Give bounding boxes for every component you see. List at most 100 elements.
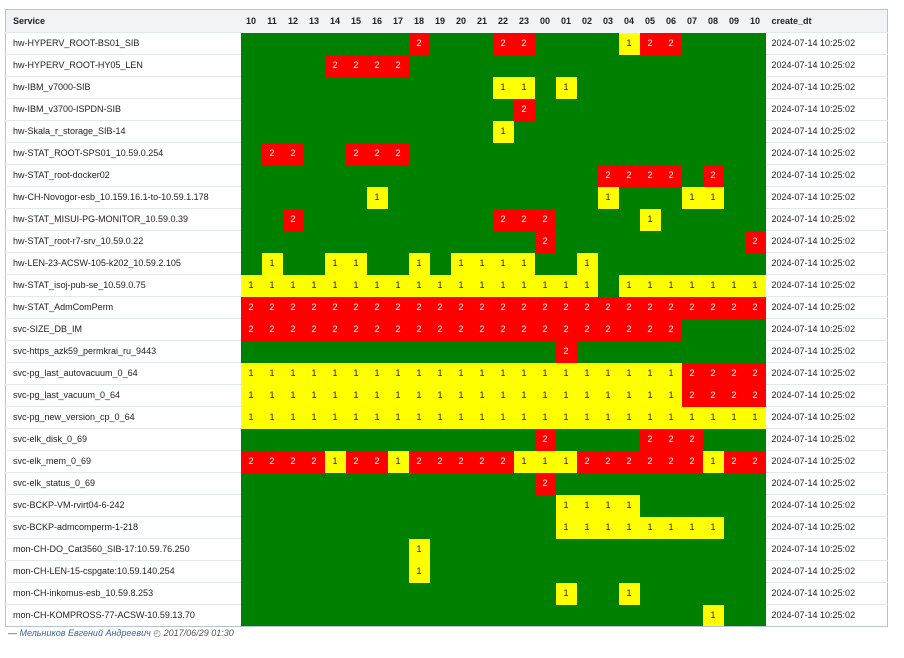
status-cell: 2: [366, 318, 388, 341]
hour-column-header[interactable]: 09: [723, 9, 745, 33]
status-cell: 0: [303, 230, 325, 253]
hour-column-header[interactable]: 21: [471, 9, 493, 33]
status-cell: 2: [450, 318, 472, 341]
status-cell: 1: [387, 274, 409, 297]
status-cell: 0: [303, 494, 325, 517]
status-cell: 0: [555, 54, 577, 77]
status-cell: 1: [681, 406, 703, 429]
status-cell: 1: [450, 362, 472, 385]
hour-column-header[interactable]: 16: [366, 9, 388, 33]
status-cell: 0: [261, 186, 283, 209]
status-cell: 0: [303, 98, 325, 121]
status-cell: 1: [345, 362, 367, 385]
author-link[interactable]: Мельников Евгений Андреевич: [19, 628, 151, 638]
hour-column-header[interactable]: 18: [408, 9, 430, 33]
hour-column-header[interactable]: 14: [324, 9, 346, 33]
status-cell: 0: [387, 516, 409, 539]
status-cell: 1: [366, 384, 388, 407]
status-cell: 0: [366, 208, 388, 231]
status-cell: 0: [555, 142, 577, 165]
hour-column-header[interactable]: 02: [576, 9, 598, 33]
status-cell: 0: [408, 164, 430, 187]
status-cell: 2: [345, 296, 367, 319]
status-cell: 0: [597, 208, 619, 231]
status-cell: 0: [261, 98, 283, 121]
status-cell: 0: [492, 472, 514, 495]
status-cell: 0: [450, 516, 472, 539]
hour-column-header[interactable]: 10: [240, 9, 262, 33]
hour-column-header[interactable]: 19: [429, 9, 451, 33]
status-cell: 1: [492, 406, 514, 429]
status-cell: 0: [450, 604, 472, 627]
status-cell: 0: [408, 340, 430, 363]
status-cell: 0: [303, 472, 325, 495]
status-cell: 0: [429, 186, 451, 209]
status-cell: 0: [387, 32, 409, 55]
status-cell: 0: [366, 230, 388, 253]
status-cell: 1: [240, 384, 262, 407]
hour-column-header[interactable]: 00: [534, 9, 556, 33]
create-dt-cell: 2024-07-14 10:25:02: [765, 98, 888, 121]
status-cell: 0: [387, 560, 409, 583]
hour-column-header[interactable]: 13: [303, 9, 325, 33]
status-cell: 2: [660, 296, 682, 319]
status-cell: 0: [303, 428, 325, 451]
status-cell: 0: [303, 142, 325, 165]
status-cell: 0: [492, 164, 514, 187]
table-row: hw-Skala_r_storage_SIB-14 0 0 0 0 0 0 0 0 0 0 0 0 1 0 0…: [5, 120, 888, 143]
hour-column-header[interactable]: 08: [702, 9, 724, 33]
status-cell: 0: [681, 318, 703, 341]
hour-column-header[interactable]: 06: [660, 9, 682, 33]
status-cell: 0: [744, 494, 766, 517]
hour-column-header[interactable]: 07: [681, 9, 703, 33]
status-cell: 0: [345, 98, 367, 121]
status-cell: 1: [240, 406, 262, 429]
status-cell: 0: [597, 274, 619, 297]
status-cell: 0: [240, 54, 262, 77]
status-cell: 0: [660, 560, 682, 583]
status-cell: 1: [534, 362, 556, 385]
status-cell: 2: [324, 296, 346, 319]
status-cell: 0: [660, 186, 682, 209]
status-cell: 0: [576, 582, 598, 605]
status-cell: 0: [639, 340, 661, 363]
create-dt-column-header[interactable]: create_dt: [765, 9, 888, 33]
status-cell: 0: [639, 142, 661, 165]
hour-column-header[interactable]: 01: [555, 9, 577, 33]
status-cell: 0: [660, 340, 682, 363]
status-cell: 0: [702, 252, 724, 275]
hour-column-header[interactable]: 22: [492, 9, 514, 33]
hour-column-header[interactable]: 15: [345, 9, 367, 33]
status-cell: 0: [261, 340, 283, 363]
status-cell: 0: [639, 494, 661, 517]
status-cell: 0: [555, 252, 577, 275]
hour-column-header[interactable]: 10: [744, 9, 766, 33]
hour-column-header[interactable]: 17: [387, 9, 409, 33]
hour-column-header[interactable]: 03: [597, 9, 619, 33]
status-cell: 1: [429, 384, 451, 407]
status-cell: 0: [681, 120, 703, 143]
status-cell: 0: [429, 32, 451, 55]
status-cell: 0: [660, 120, 682, 143]
footer-datetime: 2017/06/29 01:30: [163, 628, 234, 638]
status-cell: 0: [492, 516, 514, 539]
status-cell: 2: [534, 318, 556, 341]
hour-column-header[interactable]: 20: [450, 9, 472, 33]
table-row: mon-CH-LEN-15-cspgate:10.59.140.254 0 0 0 0 0…: [5, 560, 888, 583]
status-cell: 0: [618, 428, 640, 451]
hour-column-header[interactable]: 11: [261, 9, 283, 33]
status-cell: 0: [702, 340, 724, 363]
hour-column-header[interactable]: 05: [639, 9, 661, 33]
status-cell: 0: [387, 186, 409, 209]
hour-column-header[interactable]: 12: [282, 9, 304, 33]
service-column-header[interactable]: Service: [5, 9, 241, 33]
table-row: mon-CH-DO_Cat3560_SIB-17:10.59.76.250 0 0 0…: [5, 538, 888, 561]
status-cell: 0: [660, 230, 682, 253]
status-cell: 1: [303, 384, 325, 407]
status-cell: 0: [282, 494, 304, 517]
status-cell: 0: [408, 516, 430, 539]
hour-column-header[interactable]: 23: [513, 9, 535, 33]
status-cell: 0: [534, 32, 556, 55]
hour-column-header[interactable]: 04: [618, 9, 640, 33]
status-cell: 0: [597, 54, 619, 77]
